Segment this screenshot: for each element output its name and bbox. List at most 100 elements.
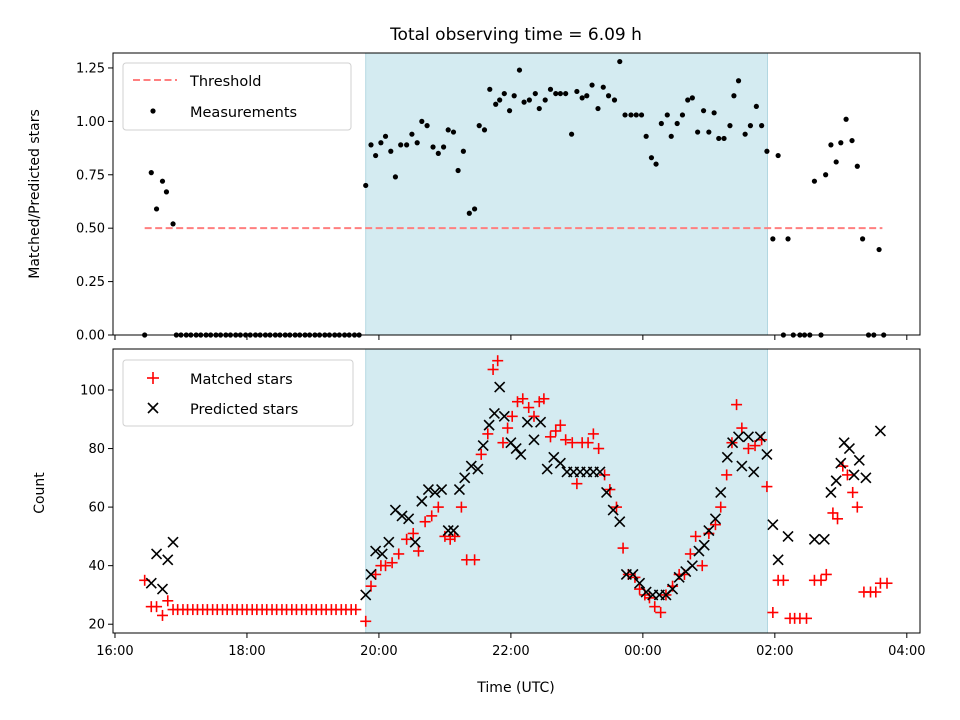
predicted-star-point: [472, 463, 484, 475]
matched-star-point: [554, 419, 566, 431]
measurement-point: [823, 172, 829, 178]
y-tick-label: 60: [88, 501, 105, 516]
measurement-point: [419, 118, 425, 124]
matched-star-point: [502, 422, 514, 434]
measurement-point: [716, 135, 722, 142]
measurement-point: [811, 178, 818, 184]
measurement-point: [466, 210, 472, 216]
predicted-star-point: [686, 560, 698, 572]
measurement-point: [747, 123, 754, 129]
measurement-point: [170, 221, 176, 227]
measurement-point: [668, 133, 674, 139]
predicted-star-point: [442, 524, 454, 537]
matched-star-point: [649, 601, 661, 613]
y-tick-label: 1.00: [76, 115, 105, 130]
measurement-point: [536, 105, 542, 112]
matched-star-point: [761, 481, 773, 493]
matched-star-point: [426, 510, 438, 522]
predicted-star-point: [736, 460, 748, 472]
measurement-point: [532, 90, 538, 97]
y-tick-label: 0.25: [76, 275, 105, 290]
measurement-point: [574, 88, 580, 95]
matched-star-point: [544, 431, 556, 443]
predicted-star-point: [483, 419, 495, 431]
y-tick-label: 20: [88, 618, 105, 633]
predicted-star-point: [376, 548, 388, 560]
predicted-star-point: [494, 381, 506, 393]
matched-star-point: [360, 615, 372, 627]
measurement-point: [450, 129, 457, 135]
matched-star-point: [506, 410, 518, 422]
measurement-point: [481, 127, 488, 133]
measurement-point: [628, 112, 634, 118]
predicted-star-point: [742, 431, 755, 443]
predicted-star-point: [640, 586, 652, 598]
measurement-point: [633, 112, 639, 118]
matched-star-point: [820, 568, 832, 580]
measurement-point: [849, 137, 855, 144]
measurement-point: [373, 152, 379, 159]
matched-star-point: [851, 501, 863, 513]
matched-star-point: [475, 448, 487, 460]
predicted-star-point: [703, 524, 715, 537]
measurement-point: [521, 99, 527, 105]
matched-star-point: [684, 548, 696, 560]
measurement-point: [854, 163, 860, 169]
predicted-star-point: [459, 472, 471, 484]
matched-star-point: [815, 574, 827, 586]
measurement-point: [785, 236, 791, 242]
y-tick-label: 80: [88, 442, 105, 457]
measurement-point: [368, 142, 374, 148]
measurement-point: [589, 82, 595, 88]
measurement-point: [557, 90, 563, 97]
legend-predicted-swatch: [147, 402, 159, 414]
matched-star-point: [151, 601, 163, 613]
predicted-star-point: [498, 410, 510, 422]
measurement-point: [497, 97, 503, 103]
x-axis-label: Time (UTC): [476, 680, 554, 696]
count-panel-legend-box: [122, 359, 354, 427]
measurement-point: [611, 97, 618, 103]
measurement-point: [471, 206, 478, 212]
legend-matched-label: Matched stars: [190, 372, 293, 388]
predicted-star-point: [594, 466, 606, 478]
measurement-point: [440, 144, 447, 150]
matched-star-point: [696, 560, 708, 572]
measurement-point: [159, 178, 166, 184]
predicted-star-point: [515, 448, 527, 460]
measurement-point: [700, 108, 707, 114]
matched-star-point: [847, 486, 859, 498]
predicted-star-point: [709, 513, 722, 525]
matched-star-point: [881, 577, 893, 589]
matched-star-point: [413, 545, 425, 557]
y-tick-label: 0.75: [76, 168, 105, 183]
predicted-star-point: [554, 457, 566, 469]
matched-star-point: [538, 393, 550, 405]
legend-predicted-label: Predicted stars: [190, 402, 298, 418]
measurement-point: [727, 123, 733, 129]
matched-star-point: [393, 548, 405, 560]
measurement-point: [876, 246, 882, 253]
measurement-point: [770, 236, 776, 242]
predicted-star-point: [754, 431, 766, 443]
predicted-star-point: [150, 548, 163, 560]
matched-star-point: [690, 530, 702, 542]
predicted-star-point: [535, 416, 547, 428]
measurement-point: [563, 90, 569, 97]
legend-matched-swatch: [147, 372, 159, 384]
measurement-point: [435, 150, 441, 157]
measurement-point: [775, 152, 781, 159]
measurement-point: [516, 67, 523, 73]
measurement-point: [542, 97, 548, 103]
predicted-star-point: [528, 434, 540, 446]
measurement-point: [148, 170, 154, 176]
matched-star-point: [517, 393, 529, 405]
predicted-star-point: [360, 589, 372, 601]
predicted-star-point: [721, 451, 733, 463]
chart-title: Total observing time = 6.09 h: [389, 25, 642, 45]
matched-star-point: [469, 554, 481, 566]
matched-star-point: [528, 410, 540, 422]
measurement-point: [648, 155, 655, 161]
predicted-star-point: [818, 533, 830, 545]
predicted-star-point: [767, 519, 779, 531]
